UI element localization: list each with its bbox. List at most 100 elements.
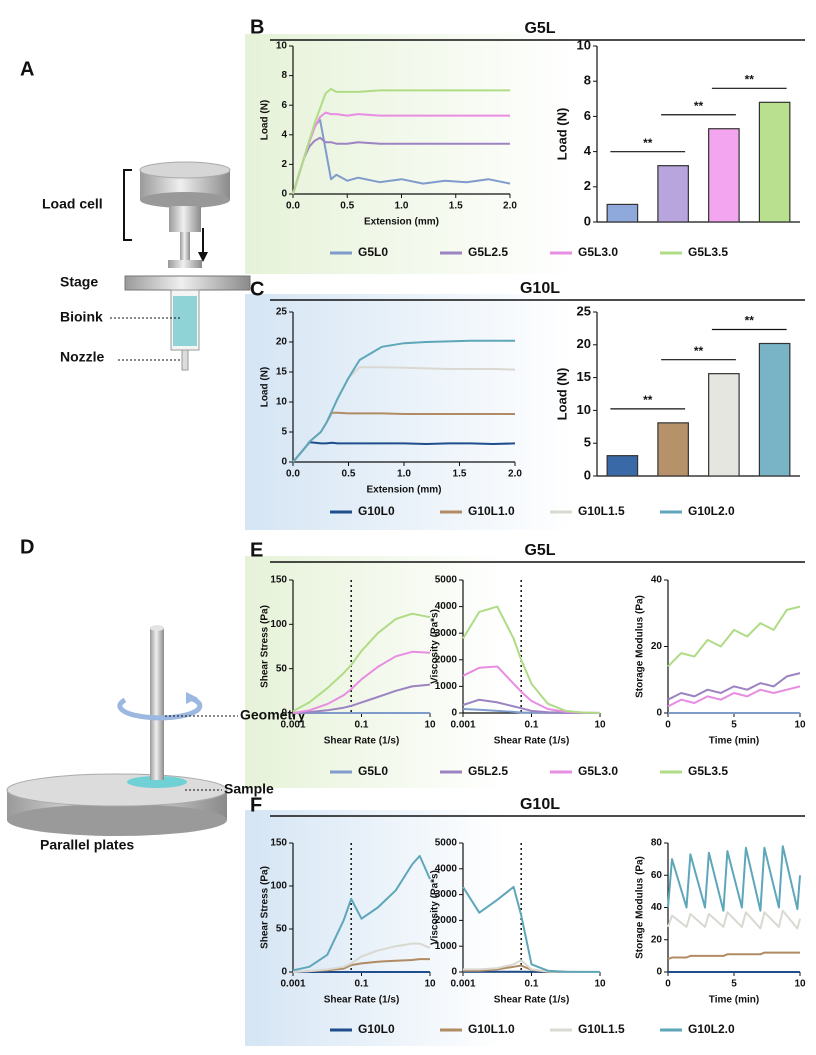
bar [658, 166, 688, 222]
y-tick-label: 5 [281, 427, 287, 438]
panel-label: F [250, 794, 262, 816]
significance-label: ** [694, 99, 704, 113]
y-tick-label: 4 [584, 143, 592, 158]
x-tick-label: 0.1 [525, 720, 539, 731]
panel-label: B [250, 16, 264, 38]
legend-label: G10L1.0 [468, 1022, 515, 1036]
series-line [668, 607, 800, 667]
geometry [150, 628, 164, 780]
x-tick-label: 2.0 [503, 201, 517, 212]
x-tick-label: 0.0 [286, 201, 300, 212]
legend-label: G5L3.0 [578, 245, 618, 259]
series-line [668, 846, 800, 911]
bioink [173, 296, 197, 346]
y-tick-label: 50 [276, 663, 288, 674]
geometry [150, 625, 164, 631]
panel-label: D [20, 536, 34, 558]
y-axis-label: Load (N) [260, 100, 271, 141]
panel-label: A [20, 58, 34, 80]
legend-label: G5L2.5 [468, 245, 508, 259]
x-axis-label: Shear Rate (1/s) [494, 736, 570, 747]
bar [658, 423, 688, 476]
x-tick-label: 0.1 [525, 979, 539, 990]
x-axis-label: Shear Rate (1/s) [324, 995, 400, 1006]
y-tick-label: 20 [651, 934, 663, 945]
significance-label: ** [745, 72, 755, 86]
group-title: G5L [524, 20, 555, 37]
y-tick-label: 0 [656, 708, 662, 719]
y-tick-label: 6 [584, 108, 591, 123]
legend-label: G5L3.5 [688, 764, 728, 778]
x-tick-label: 10 [794, 720, 806, 731]
y-tick-label: 0 [281, 967, 287, 978]
y-tick-label: 0 [451, 708, 457, 719]
y-tick-label: 4 [281, 129, 287, 140]
y-tick-label: 150 [270, 575, 287, 586]
x-tick-label: 0.0 [286, 469, 300, 480]
y-axis-label: Load (N) [554, 108, 569, 161]
x-tick-label: 0.001 [280, 979, 305, 990]
y-tick-label: 40 [651, 575, 663, 586]
y-tick-label: 100 [270, 881, 287, 892]
series-line [668, 911, 800, 929]
diagram-label: Nozzle [60, 349, 105, 365]
panel-label: C [250, 278, 264, 300]
x-tick-label: 1.0 [397, 469, 411, 480]
series-line [668, 686, 800, 706]
y-tick-label: 0 [584, 467, 591, 482]
x-tick-label: 0.001 [450, 979, 475, 990]
legend-label: G10L1.5 [578, 1022, 625, 1036]
y-tick-label: 0 [451, 967, 457, 978]
series-line [668, 673, 800, 700]
x-tick-label: 0.5 [342, 469, 356, 480]
bar [607, 204, 637, 222]
y-tick-label: 20 [276, 337, 288, 348]
x-tick-label: 0.1 [355, 720, 369, 731]
bracket [124, 170, 132, 240]
y-tick-label: 25 [577, 303, 591, 318]
y-tick-label: 8 [584, 73, 591, 88]
group-title: G10L [520, 796, 560, 813]
stage [125, 276, 250, 290]
y-tick-label: 20 [577, 336, 591, 351]
legend-label: G10L0 [358, 504, 395, 518]
y-tick-label: 10 [577, 402, 591, 417]
legend-label: G10L1.0 [468, 504, 515, 518]
bar [709, 374, 739, 476]
legend-label: G5L3.0 [578, 764, 618, 778]
bar [607, 456, 637, 476]
x-axis-label: Shear Rate (1/s) [324, 736, 400, 747]
x-axis-label: Extension (mm) [366, 485, 441, 496]
bar [709, 129, 739, 222]
y-tick-label: 15 [577, 369, 591, 384]
x-tick-label: 0.5 [340, 201, 354, 212]
y-tick-label: 5000 [435, 838, 458, 849]
y-tick-label: 0 [281, 189, 287, 200]
x-tick-label: 1.5 [449, 201, 463, 212]
y-axis-label: Storage Modulus (Pa) [635, 595, 646, 698]
y-axis-label: Viscosity (Pa*s) [430, 870, 441, 945]
connector [169, 206, 201, 232]
y-axis-label: Load (N) [554, 368, 569, 421]
y-tick-label: 10 [276, 41, 288, 52]
x-tick-label: 0.001 [450, 720, 475, 731]
x-tick-label: 0 [665, 979, 671, 990]
x-tick-label: 10 [794, 979, 806, 990]
y-tick-label: 0 [281, 457, 287, 468]
series-line [668, 953, 800, 960]
y-tick-label: 10 [577, 37, 591, 52]
y-tick-label: 6 [281, 100, 287, 111]
y-tick-label: 20 [651, 641, 663, 652]
x-axis-label: Time (min) [709, 736, 759, 747]
legend-label: G10L1.5 [578, 504, 625, 518]
x-axis-label: Shear Rate (1/s) [494, 995, 570, 1006]
y-axis-label: Shear Stress (Pa) [260, 605, 271, 688]
x-axis-label: Extension (mm) [364, 217, 439, 228]
y-tick-label: 25 [276, 307, 288, 318]
x-axis-label: Time (min) [709, 995, 759, 1006]
panel-background [245, 34, 575, 274]
y-tick-label: 0 [656, 967, 662, 978]
y-tick-label: 40 [651, 902, 663, 913]
y-tick-label: 50 [276, 924, 288, 935]
